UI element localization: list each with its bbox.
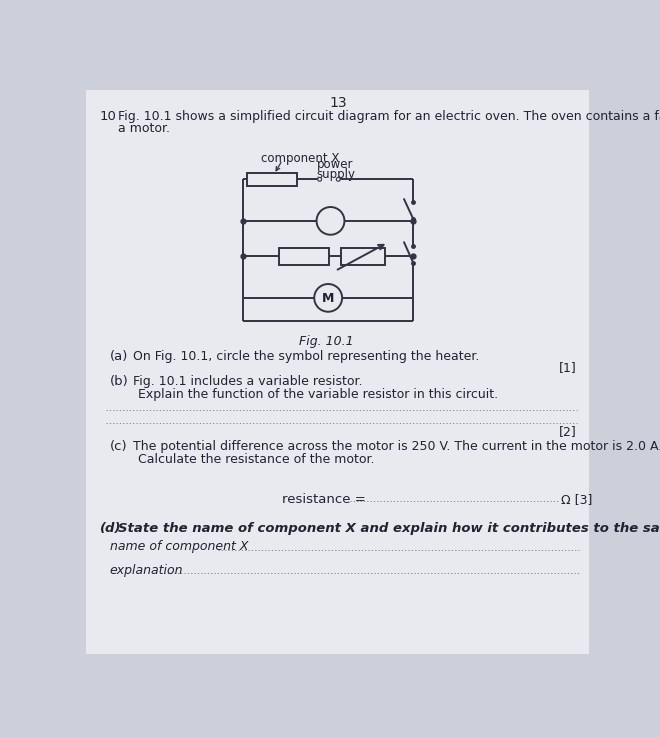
Text: 13: 13 [329,96,347,110]
Text: 10: 10 [100,110,116,123]
Text: resistance =: resistance = [282,493,370,506]
Text: Fig. 10.1 shows a simplified circuit diagram for an electric oven. The oven cont: Fig. 10.1 shows a simplified circuit dia… [118,110,660,123]
Text: supply: supply [317,168,356,181]
Bar [341,248,385,265]
Text: Explain the function of the variable resistor in this circuit.: Explain the function of the variable res… [139,388,498,401]
Bar [247,172,297,186]
Text: (c): (c) [110,440,127,453]
Text: name of component X: name of component X [110,540,248,553]
Text: (b): (b) [110,375,129,388]
Bar [279,248,329,265]
Text: Ω [3]: Ω [3] [562,493,593,506]
Text: power: power [317,158,353,171]
Text: M: M [322,292,335,305]
Text: Fig. 10.1 includes a variable resistor.: Fig. 10.1 includes a variable resistor. [133,375,362,388]
Text: explanation: explanation [110,564,183,576]
Text: a motor.: a motor. [118,122,170,135]
Text: Fig. 10.1: Fig. 10.1 [300,335,354,348]
Text: On Fig. 10.1, circle the symbol representing the heater.: On Fig. 10.1, circle the symbol represen… [133,350,479,363]
Text: State the name of component X and explain how it contributes to the safety of th: State the name of component X and explai… [118,522,660,535]
Text: (a): (a) [110,350,128,363]
Text: [1]: [1] [559,361,577,374]
Circle shape [337,178,340,181]
Circle shape [317,207,345,235]
Text: Calculate the resistance of the motor.: Calculate the resistance of the motor. [139,453,375,467]
Circle shape [314,284,342,312]
Text: [2]: [2] [559,425,577,438]
Text: component X: component X [261,152,339,164]
Circle shape [317,178,321,181]
Text: The potential difference across the motor is 250 V. The current in the motor is : The potential difference across the moto… [133,440,660,453]
Text: (d): (d) [100,522,121,535]
